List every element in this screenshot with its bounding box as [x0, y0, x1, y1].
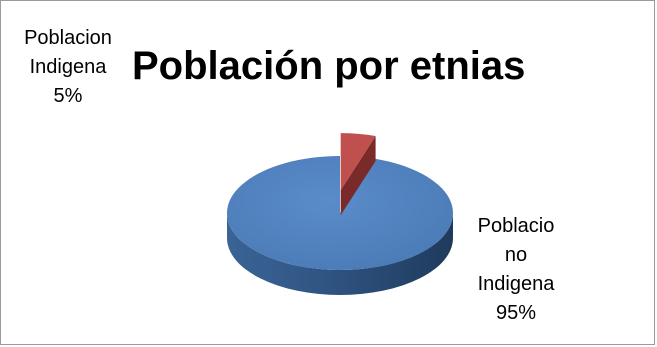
data-label-no-indigena: Poblacio no Indigena 95% [450, 212, 582, 328]
data-label-no-indigena-line: Poblacio [477, 215, 555, 237]
data-label-no-indigena-line: Indigena [477, 273, 555, 295]
data-label-indigena-value: 5% [53, 85, 83, 107]
data-label-no-indigena-line: no [504, 244, 528, 266]
data-label-no-indigena-value: 95% [495, 302, 537, 324]
data-label-indigena-line: Poblacion [24, 27, 112, 49]
pie-slice-side-no-indigena [227, 213, 453, 295]
data-label-indigena: Poblacion Indigena 5% [6, 24, 130, 111]
pie-slice-wall-indigena [340, 135, 376, 216]
pie-slice-indigena [340, 133, 376, 191]
data-label-indigena-line: Indigena [29, 56, 107, 78]
chart-title: Población por etnias [132, 44, 526, 88]
pie-slice-no-indigena [226, 156, 453, 270]
